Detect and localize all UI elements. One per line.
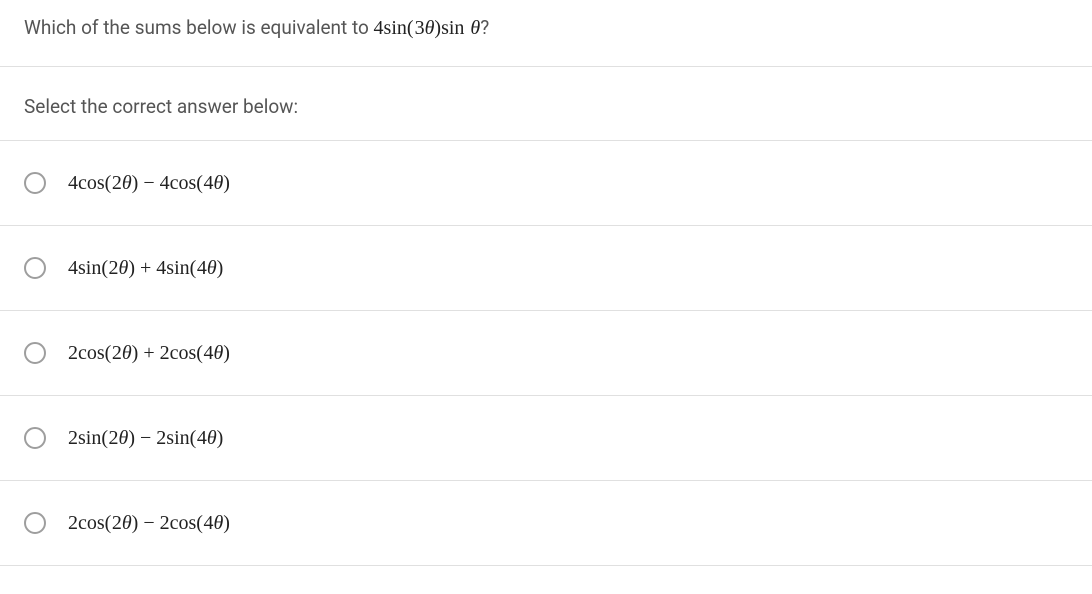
question-expression: 4sin(3θ)sin θ xyxy=(374,17,481,39)
select-prompt: Select the correct answer below: xyxy=(0,67,1092,141)
question-suffix: ? xyxy=(480,16,489,39)
radio-button[interactable] xyxy=(24,172,46,194)
radio-button[interactable] xyxy=(24,427,46,449)
radio-button[interactable] xyxy=(24,512,46,534)
question-prefix: Which of the sums below is equivalent to xyxy=(24,16,374,39)
option-row[interactable]: 4cos(2θ) − 4cos(4θ) xyxy=(0,141,1092,226)
question-text: Which of the sums below is equivalent to… xyxy=(0,0,1092,67)
option-expression: 4sin(2θ) + 4sin(4θ) xyxy=(68,257,223,280)
option-row[interactable]: 2sin(2θ) − 2sin(4θ) xyxy=(0,396,1092,481)
radio-button[interactable] xyxy=(24,257,46,279)
option-expression: 2cos(2θ) − 2cos(4θ) xyxy=(68,512,230,535)
radio-button[interactable] xyxy=(24,342,46,364)
option-expression: 2cos(2θ) + 2cos(4θ) xyxy=(68,342,230,365)
option-expression: 4cos(2θ) − 4cos(4θ) xyxy=(68,172,230,195)
option-expression: 2sin(2θ) − 2sin(4θ) xyxy=(68,427,223,450)
options-list: 4cos(2θ) − 4cos(4θ) 4sin(2θ) + 4sin(4θ) 2c… xyxy=(0,141,1092,566)
option-row[interactable]: 4sin(2θ) + 4sin(4θ) xyxy=(0,226,1092,311)
option-row[interactable]: 2cos(2θ) + 2cos(4θ) xyxy=(0,311,1092,396)
option-row[interactable]: 2cos(2θ) − 2cos(4θ) xyxy=(0,481,1092,566)
